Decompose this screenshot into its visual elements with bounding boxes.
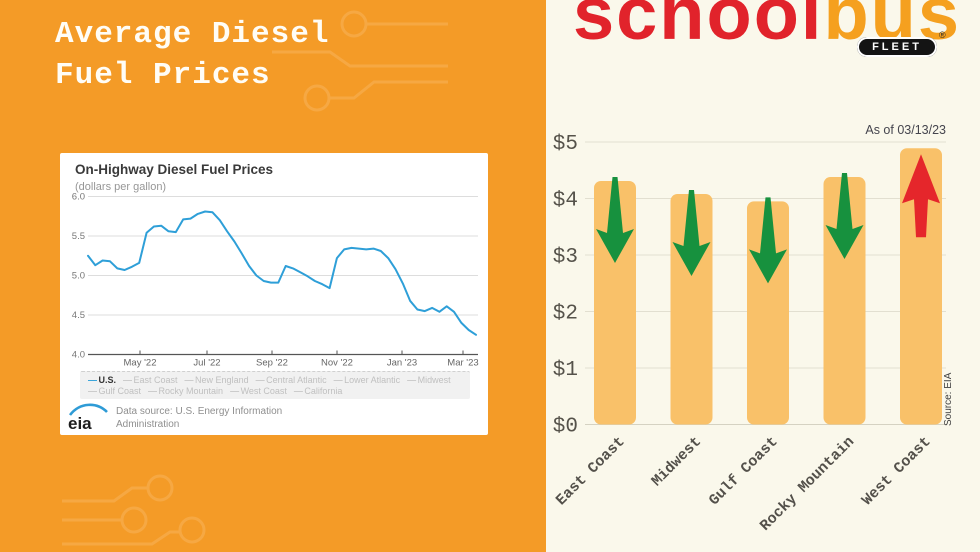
circuit-node [340,10,368,38]
legend-label: Gulf Coast [96,386,142,396]
x-category-label: West Coast [859,434,935,510]
line-chart: 6.0 5.5 5.0 4.5 4.0 May '22 Jul '22 Sep '22 Nov … [72,192,479,369]
x-tick-label: Jan '23 [387,358,417,369]
circuit-decoration-icon [62,474,206,546]
legend-label: New England [192,375,249,385]
x-tick-label: May '22 [124,358,157,369]
legend-item[interactable]: — East Coast [123,375,178,386]
bar-west-coast [900,148,942,425]
data-source-line1: Data source: U.S. Energy Information [116,406,283,417]
legend-item[interactable]: — New England [185,375,249,386]
y-tick-label: 4.0 [72,350,85,361]
left-panel: Average Diesel Fuel Prices 6.0 5.5 5.0 4.5 4… [0,0,546,552]
trend-down-arrow-icon [749,197,787,284]
y-tick-label: $3 [553,246,578,269]
x-tick-label: Nov '22 [321,358,353,369]
y-tick-label: $5 [553,133,578,156]
chart-title: On-Highway Diesel Fuel Prices [75,162,274,177]
fleet-badge: FLEET [857,37,937,57]
legend-item[interactable]: — Lower Atlantic [334,375,401,386]
us-price-line [87,210,477,336]
x-tick-label: Mar '23 [447,358,478,369]
legend-label: U.S. [96,375,117,385]
source-label: Source: EIA [943,372,954,426]
legend-item[interactable]: — West Coast [230,386,287,397]
y-tick-label: $1 [553,359,578,382]
trend-down-arrow-icon [672,189,711,276]
eia-swoosh-icon [68,403,108,416]
y-tick-label: $4 [553,190,578,213]
circuit-decoration-icon [272,10,448,112]
legend-label: East Coast [131,375,178,385]
data-source-text: Data source: U.S. Energy Information Adm… [116,405,282,431]
trend-up-arrow-icon [902,154,940,238]
x-category-label: Gulf Coast [706,434,782,510]
page-title: Average Diesel Fuel Prices [55,17,330,93]
legend-item[interactable]: — Gulf Coast [88,386,141,397]
registered-trademark-icon: ® [939,30,946,40]
x-category-label: East Coast [553,434,629,510]
as-of-date-label: As of 03/13/23 [865,123,946,137]
legend-item[interactable]: — California [294,386,343,397]
legend-item[interactable]: — Central Atlantic [256,375,327,386]
circuit-node [178,516,206,544]
legend-item[interactable]: — Rocky Mountain [148,386,223,397]
y-tick-label: 5.5 [72,231,85,242]
legend-swatch-icon: — [230,386,239,396]
y-tick-label: 4.5 [72,310,85,321]
eia-logo-text: eia [68,414,92,433]
circuit-node [120,506,148,534]
x-tick-label: Jul '22 [193,358,220,369]
circuit-trace [272,50,448,68]
x-tick-label: Sep '22 [256,358,288,369]
data-source-line2: Administration [116,419,180,430]
circuit-node [303,84,331,112]
y-tick-label: 5.0 [72,271,85,282]
legend-label: West Coast [238,386,287,396]
eia-chart-card: 6.0 5.5 5.0 4.5 4.0 May '22 Jul '22 Sep '22 Nov … [60,153,488,435]
legend-swatch-icon: — [255,375,265,385]
legend-label: Rocky Mountain [156,386,224,396]
circuit-trace [62,486,148,503]
x-category-label: Midwest [648,434,705,491]
legend-label: Central Atlantic [263,375,327,385]
legend-swatch-icon: — [88,386,97,396]
legend-label: Midwest [415,375,451,385]
legend-item[interactable]: — U.S. [88,375,116,386]
y-tick-label: $2 [553,303,578,326]
circuit-trace [330,80,448,100]
legend-swatch-icon: — [148,386,157,396]
legend-label: California [301,386,343,396]
y-tick-label: 6.0 [72,192,85,203]
legend-swatch-icon: — [88,375,97,385]
trend-down-arrow-icon [825,173,864,260]
legend-swatch-icon: — [293,386,303,396]
legend-swatch-icon: — [407,375,416,385]
chart-legend: — U.S. — East Coast — New England — Central… [80,371,470,399]
legend-label: Lower Atlantic [341,375,401,385]
eia-logo: eia [68,403,108,433]
legend-swatch-icon: — [123,375,132,385]
logo-school-text: school [573,0,823,55]
circuit-node [146,474,174,502]
y-tick-label: $0 [553,416,578,439]
chart-units-label: (dollars per gallon) [75,181,167,193]
legend-swatch-icon: — [333,375,343,385]
trend-down-arrow-icon [596,176,634,263]
legend-swatch-icon: — [184,375,194,385]
circuit-trace [62,530,180,546]
legend-item[interactable]: — Midwest [407,375,451,386]
right-panel: schoolbus FLEET ® As of 03/13/23 $0 $1 $2 $… [546,0,980,552]
